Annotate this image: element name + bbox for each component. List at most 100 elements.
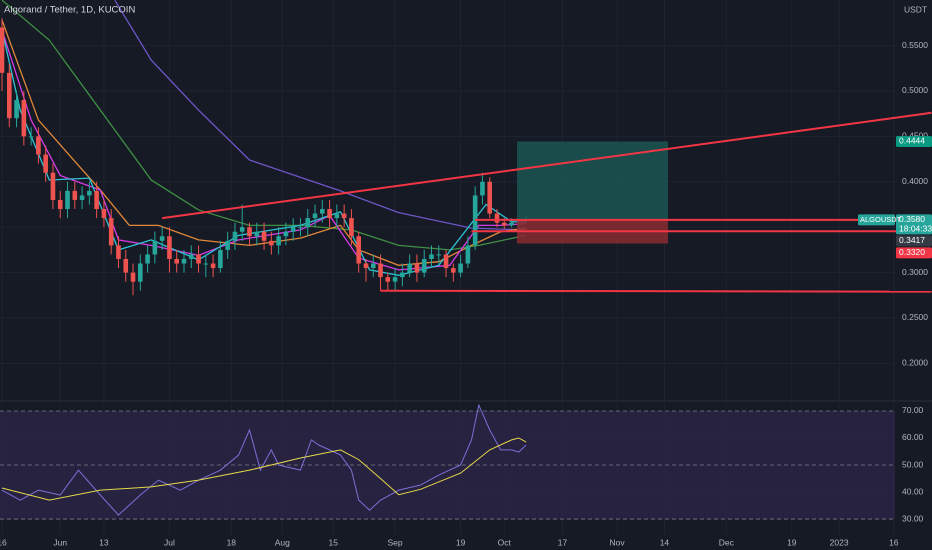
candle-body (116, 245, 121, 259)
x-tick-label: 2023 (830, 537, 849, 547)
price-label: 0.3320 (899, 247, 925, 257)
x-tick-label: Nov (610, 537, 626, 547)
candle-body (305, 218, 311, 228)
candle-body (36, 136, 41, 155)
price-label: 0.3417 (899, 235, 925, 245)
candle-body (349, 218, 354, 237)
trend-line (380, 289, 932, 293)
candle-body (57, 199, 63, 210)
candle-body (196, 254, 201, 264)
y-tick-label: 0.3000 (902, 267, 928, 277)
candle-body (269, 240, 274, 246)
candle-body (21, 100, 27, 137)
candle-body (400, 272, 405, 278)
candle-body (159, 236, 165, 241)
candle-body (101, 209, 107, 219)
candle-body (356, 236, 361, 264)
price-label-box (896, 235, 932, 247)
rsi-line (1, 437, 527, 501)
candle-body (436, 254, 442, 256)
x-tick-label: Oct (498, 537, 512, 547)
candle-body (218, 249, 223, 269)
position-profit (517, 141, 669, 220)
candle-body (65, 190, 70, 210)
candle-body (290, 227, 296, 232)
candle-body (79, 195, 85, 200)
candle-body (72, 190, 78, 200)
candle-body (261, 231, 267, 241)
candle-body (370, 263, 376, 269)
trend-line (162, 111, 932, 220)
candle-body (378, 263, 383, 278)
candle-body (123, 258, 129, 273)
price-label-box (896, 214, 932, 235)
candle-body (232, 231, 238, 241)
candle-body (341, 213, 347, 219)
candle-body (181, 258, 187, 264)
candle-body (50, 172, 56, 200)
candle-body (14, 100, 19, 119)
x-tick-label: 14 (660, 537, 670, 547)
candle-body (210, 263, 216, 269)
drawings (162, 111, 932, 293)
y-tick-label: 50.00 (902, 459, 924, 469)
x-tick-label: Jun (53, 537, 67, 547)
candle-body (334, 213, 340, 219)
candle-body (145, 254, 150, 264)
candle-body (225, 240, 230, 250)
candle-body (6, 72, 12, 119)
candle-body (247, 227, 252, 237)
y-tick-label: 0.4500 (902, 131, 928, 141)
price-label-box (896, 135, 932, 147)
candle-body (465, 245, 471, 264)
y-tick-label: 0.5000 (902, 85, 928, 95)
candle-body (429, 254, 434, 259)
rsi-line (1, 404, 527, 516)
y-tick-label: 0.2000 (902, 358, 928, 368)
price-label: 0.4444 (899, 136, 925, 146)
countdown: 18:04:33 (899, 224, 932, 234)
candle-body (94, 190, 99, 210)
candle-body (130, 272, 136, 282)
candle-body (414, 263, 420, 273)
candle-body (87, 190, 92, 196)
candle-body (451, 268, 456, 273)
chart-title: Algorand / Tether, 1D, KUCOIN (4, 5, 135, 16)
candle-body (443, 254, 449, 269)
y-tick-label: 60.00 (902, 432, 924, 442)
x-tick-label: 15 (328, 537, 338, 547)
y-tick-label: 0.4000 (902, 176, 928, 186)
candle-body (108, 218, 114, 246)
x-tick-label: Sep (388, 537, 403, 547)
candle-body (298, 227, 303, 229)
moving-average (1, 0, 527, 251)
candle-body (363, 263, 369, 269)
candle-body (312, 213, 318, 219)
candle-body (203, 263, 209, 265)
y-tick-label: 30.00 (902, 513, 924, 523)
y-tick-label: 0.5500 (902, 40, 928, 50)
candle-body (385, 277, 391, 282)
x-tick-label: 19 (787, 537, 797, 547)
price-label: 0.3580 (899, 214, 925, 224)
candle-body (487, 181, 493, 214)
x-tick-label: 13 (99, 537, 109, 547)
candle-body (458, 263, 463, 273)
rsi-pane (0, 404, 895, 520)
candle-body (138, 263, 143, 282)
x-tick-label: 16 (889, 537, 899, 547)
x-tick-label: 17 (558, 537, 568, 547)
candle-body (501, 222, 507, 226)
candle-body (480, 181, 485, 196)
price-label-box (896, 247, 932, 259)
candle-body (421, 258, 427, 273)
x-tick-label: Aug (275, 537, 290, 547)
candle-body (174, 258, 180, 264)
candle-body (407, 263, 412, 273)
symbol-label: ALGOUSDT (860, 215, 902, 224)
candle-body (254, 231, 260, 237)
candle-body (509, 222, 514, 226)
candle-body (276, 236, 281, 246)
symbol-box (858, 214, 895, 226)
